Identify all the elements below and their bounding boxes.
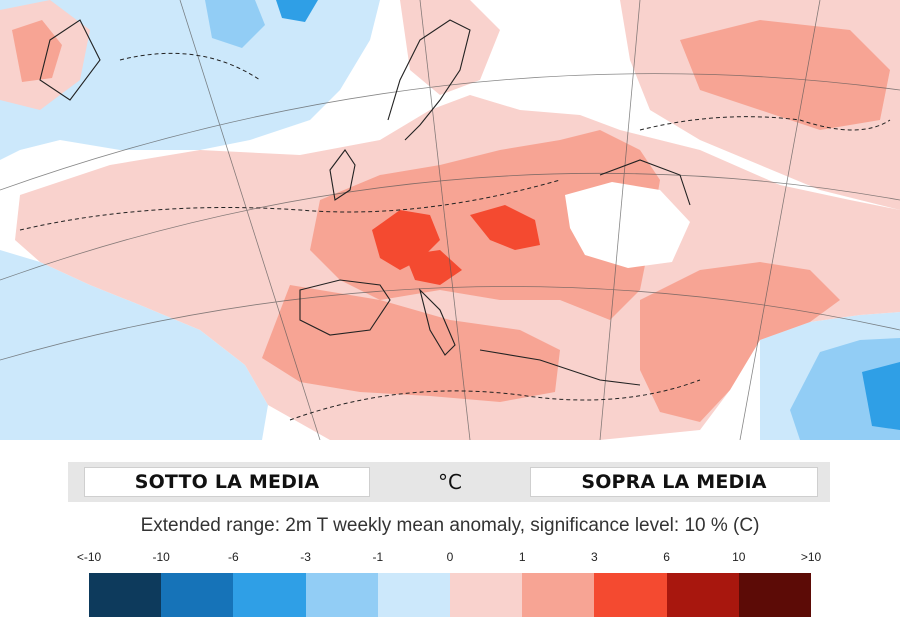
legend-swatch bbox=[305, 573, 378, 617]
below-average-regions bbox=[0, 0, 900, 440]
legend-tick-label: 3 bbox=[591, 550, 598, 564]
map-caption: Extended range: 2m T weekly mean anomaly… bbox=[140, 515, 760, 536]
legend-tick-label: 1 bbox=[518, 550, 526, 564]
legend-tick-label: -3 bbox=[300, 550, 311, 564]
legend-swatch bbox=[449, 573, 523, 617]
legend-swatch bbox=[89, 573, 162, 617]
below-average-label: SOTTO LA MEDIA bbox=[84, 467, 370, 497]
legend-tick-label: >10 bbox=[800, 550, 822, 564]
legend-swatch bbox=[522, 573, 595, 617]
greenland-cold-patch bbox=[205, 0, 265, 48]
scandinavia-warm-area bbox=[400, 0, 500, 95]
middle-east-cold-deep bbox=[862, 362, 900, 430]
legend-tick-label: -6 bbox=[228, 550, 239, 564]
legend-swatch bbox=[594, 573, 667, 617]
anomaly-map bbox=[0, 0, 900, 440]
legend-tick-label: -10 bbox=[152, 550, 170, 564]
above-average-label: SOPRA LA MEDIA bbox=[530, 467, 818, 497]
color-scale bbox=[89, 573, 811, 617]
north-atlantic-cold-area bbox=[0, 0, 380, 160]
arctic-cold-patch bbox=[276, 0, 318, 22]
map-canvas bbox=[0, 0, 900, 440]
above-average-regions bbox=[0, 0, 900, 440]
significance-contours bbox=[19, 52, 891, 421]
france-hot-spot bbox=[405, 250, 462, 285]
legend-tick-label: 10 bbox=[732, 550, 746, 564]
legend-tick-label: 6 bbox=[663, 550, 670, 564]
russia-warm-core bbox=[680, 20, 890, 130]
balkans-hot-spot bbox=[470, 205, 540, 250]
legend-tick-label: 0 bbox=[446, 550, 454, 564]
atlantic-west-cold-area bbox=[0, 250, 268, 440]
anomaly-banner: SOTTO LA MEDIA °C SOPRA LA MEDIA bbox=[68, 462, 830, 502]
legend-swatch bbox=[666, 573, 739, 617]
legend-swatch bbox=[738, 573, 811, 617]
greenland-warm-core bbox=[12, 20, 62, 82]
iberia-north-africa-warm-area bbox=[262, 285, 560, 402]
black-sea-white-area bbox=[565, 182, 690, 268]
legend-swatch bbox=[161, 573, 234, 617]
unit-label: °C bbox=[438, 470, 462, 494]
legend-ticks: <-10 -10 -6 -3 -1 0 1 3 6 10 >10 bbox=[0, 550, 900, 566]
legend-swatch bbox=[233, 573, 306, 617]
middle-east-warm-area bbox=[640, 262, 840, 422]
coastlines bbox=[39, 19, 691, 386]
legend-tick-label: <-10 bbox=[76, 550, 102, 564]
legend-tick-label: -1 bbox=[372, 550, 384, 564]
legend-swatch bbox=[377, 573, 450, 617]
